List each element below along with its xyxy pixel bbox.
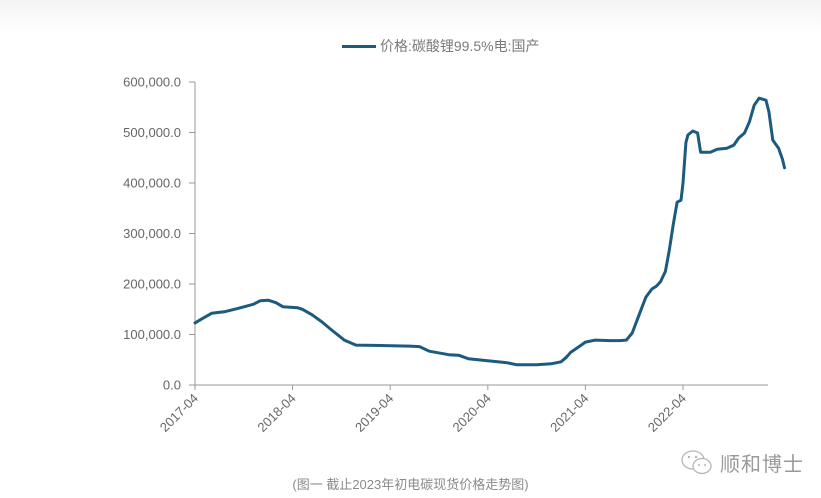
x-tick-label: 2017-04 — [157, 391, 201, 435]
figure-caption: (图一 截止2023年初电碳现货价格走势图) — [292, 477, 529, 492]
x-tick-label: 2019-04 — [352, 391, 396, 435]
y-tick-label: 400,000.0 — [123, 176, 181, 191]
y-tick-label: 300,000.0 — [123, 226, 181, 241]
chart-legend: 价格:碳酸锂99.5%电:国产 — [342, 36, 539, 56]
x-tick-label: 2022-04 — [645, 391, 689, 435]
wechat-icon — [681, 449, 712, 474]
x-axis: 2017-04 2018-04 2019-04 2020-04 2021-04 2022-… — [157, 384, 768, 435]
price-line — [193, 96, 786, 367]
y-tick-label: 0.0 — [163, 378, 181, 393]
y-tick-label: 600,000.0 — [123, 75, 181, 90]
watermark: 顺和博士 — [680, 448, 804, 477]
x-tick-label: 2021-04 — [547, 391, 591, 435]
legend-label: 价格:碳酸锂99.5%电:国产 — [380, 38, 540, 54]
y-tick-label: 100,000.0 — [123, 327, 181, 342]
watermark-text: 顺和博士 — [720, 454, 804, 476]
legend-swatch — [342, 44, 376, 48]
y-tick-label: 500,000.0 — [123, 125, 181, 140]
x-tick-label: 2018-04 — [254, 391, 298, 435]
x-tick-label: 2020-04 — [450, 391, 494, 435]
y-axis: 0.0 100,000.0 200,000.0 300,000.0 400,000.0 5… — [123, 75, 196, 393]
y-tick-label: 200,000.0 — [123, 277, 181, 292]
